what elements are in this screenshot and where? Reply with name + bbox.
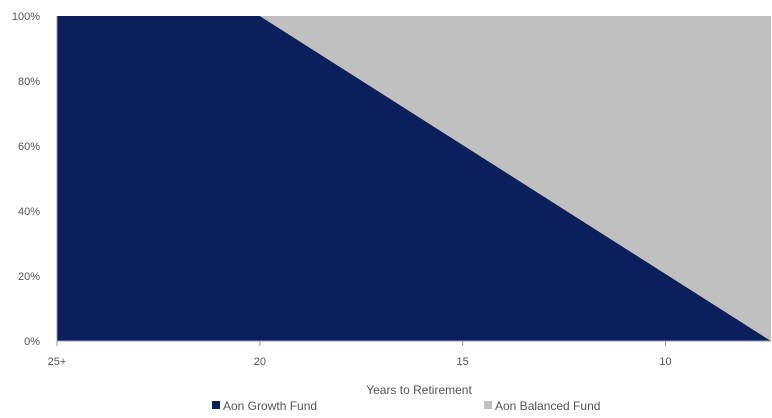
- y-tick-label: 20%: [18, 271, 40, 283]
- y-tick-label: 60%: [18, 141, 40, 153]
- legend-item-aon-growth-fund: Aon Growth Fund: [212, 399, 317, 413]
- y-tick-label: 100%: [12, 11, 40, 23]
- legend-swatch: [212, 401, 220, 409]
- legend: Aon Growth Fund Aon Balanced Fund: [212, 399, 600, 413]
- legend-item-aon-balanced-fund: Aon Balanced Fund: [484, 399, 600, 413]
- y-tick-label: 80%: [18, 76, 40, 88]
- y-tick-label: 0%: [24, 336, 40, 348]
- legend-label: Aon Balanced Fund: [495, 399, 600, 413]
- x-tick-label: 10: [659, 356, 671, 368]
- area-aon-balanced-fund: [57, 16, 771, 341]
- legend-label: Aon Growth Fund: [223, 399, 317, 413]
- x-tick-label: 25+: [48, 356, 67, 368]
- x-tick-label: 20: [254, 356, 266, 368]
- x-tick-label: 15: [457, 356, 469, 368]
- plot-areas: [57, 16, 771, 341]
- axes: [56, 16, 771, 342]
- legend-swatch: [484, 401, 492, 409]
- area-aon-growth-fund: [57, 16, 771, 341]
- y-tick-labels: 0% 20% 40% 60% 80% 100%: [12, 11, 40, 348]
- y-tick-label: 40%: [18, 206, 40, 218]
- x-tick-labels: 25+ 20 15 10: [48, 341, 672, 368]
- x-axis-title: Years to Retirement: [366, 383, 472, 397]
